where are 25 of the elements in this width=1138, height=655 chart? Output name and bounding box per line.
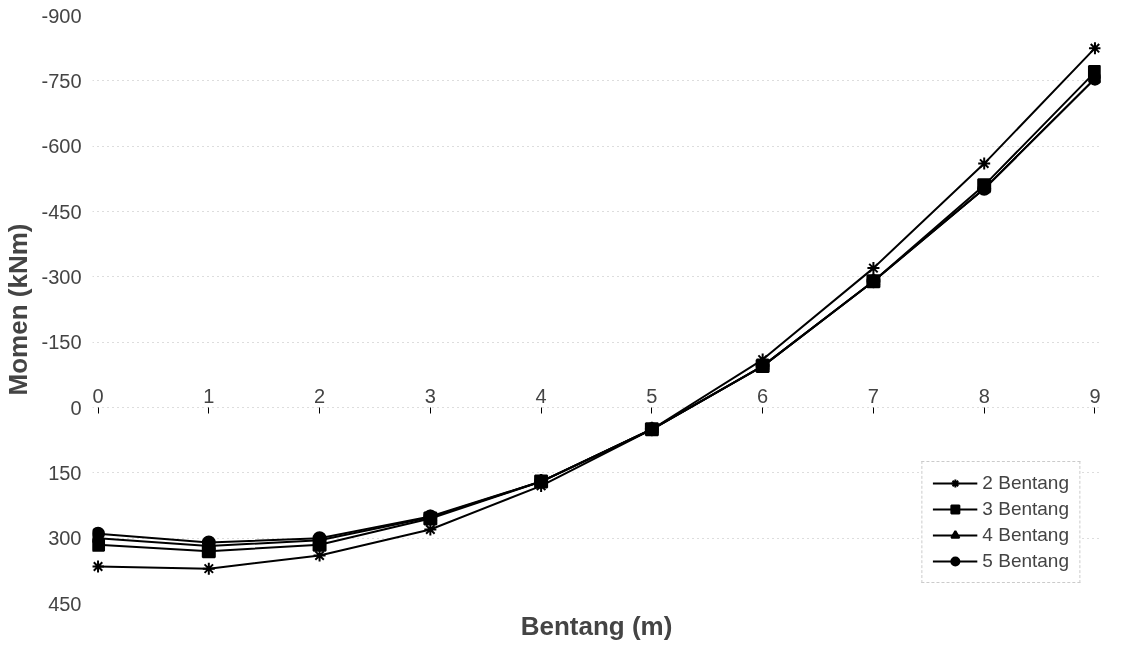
y-tick-label: -750 bbox=[41, 69, 82, 92]
y-tick-label: -300 bbox=[41, 265, 82, 288]
y-tick-label: 150 bbox=[48, 461, 82, 484]
y-tick-label: -150 bbox=[41, 331, 82, 354]
x-tick-label: 9 bbox=[1089, 384, 1101, 407]
y-tick-label: -600 bbox=[41, 135, 82, 158]
x-tick-label: 1 bbox=[203, 384, 215, 407]
y-tick-label: -900 bbox=[41, 4, 82, 27]
legend-label: 5 Bentang bbox=[982, 550, 1069, 572]
x-tick-label: 4 bbox=[535, 384, 547, 407]
x-tick-label: 6 bbox=[757, 384, 769, 407]
legend-label: 2 Bentang bbox=[982, 472, 1069, 494]
legend-label: 3 Bentang bbox=[982, 498, 1069, 520]
y-tick-label: -450 bbox=[41, 200, 82, 223]
legend-label: 4 Bentang bbox=[982, 524, 1069, 546]
x-tick-label: 0 bbox=[92, 384, 104, 407]
y-axis-title: Momen (kNm) bbox=[3, 223, 34, 396]
x-tick-label: 8 bbox=[978, 384, 990, 407]
x-axis-title: Bentang (m) bbox=[520, 610, 673, 641]
x-tick-label: 3 bbox=[424, 384, 436, 407]
x-tick-label: 2 bbox=[314, 384, 326, 407]
x-tick-label: 5 bbox=[646, 384, 658, 407]
x-tick-label: 7 bbox=[867, 384, 879, 407]
y-tick-label: 300 bbox=[48, 527, 82, 550]
y-tick-label: 450 bbox=[48, 592, 82, 615]
